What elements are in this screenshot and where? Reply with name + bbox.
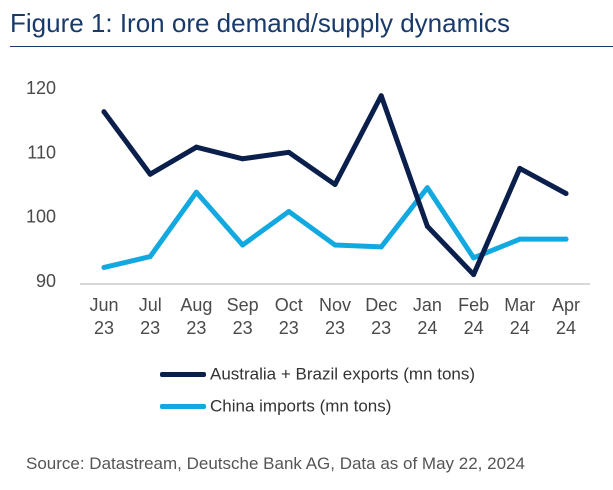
data-point [424,185,430,191]
data-point [378,244,384,250]
x-tick-label: Dec 23 [365,295,397,338]
data-point [471,255,477,261]
x-tick-label: Feb 24 [458,295,489,338]
y-tick-label: 120 [26,78,56,98]
data-point [286,149,292,155]
data-point [101,264,107,270]
line-chart: 90 100 110 120 Jun 23 Jul 23 Aug 23 Sep 23 Oct 23 Nov… [26,78,590,338]
source-note: Source: Datastream, Deutsche Bank AG, Da… [26,454,525,473]
data-point [193,144,199,150]
x-tick-label: Jun 23 [89,295,118,338]
data-point [147,171,153,177]
chart-title: Figure 1: Iron ore demand/supply dynamic… [10,8,511,38]
legend-swatch-imports [160,404,206,410]
x-tick-label: Nov 23 [319,295,351,338]
x-tick-label: Oct 23 [275,295,303,338]
legend-label-imports: China imports (mn tons) [210,396,392,416]
y-tick-label: 90 [36,271,56,291]
legend-label-exports: Australia + Brazil exports (mn tons) [210,364,476,384]
data-point [101,109,107,115]
data-point [378,93,384,99]
data-point [193,189,199,195]
legend-item-imports: China imports (mn tons) [160,396,391,417]
series-layer [101,93,569,278]
x-tick-label: Aug 23 [180,295,212,338]
y-axis: 90 100 110 120 [26,78,56,291]
x-tick-label: Jul 23 [139,295,162,338]
legend-swatch-exports [160,372,206,378]
data-point [147,254,153,260]
data-point [563,191,569,197]
data-point [471,272,477,278]
series-1 [101,185,569,270]
data-point [517,165,523,171]
x-tick-label: Jan 24 [413,295,442,338]
data-point [424,223,430,229]
x-tick-label: Apr 24 [552,295,580,338]
data-point [517,236,523,242]
data-point [240,156,246,162]
series-0 [101,93,569,278]
legend-item-exports: Australia + Brazil exports (mn tons) [160,364,475,385]
title-divider [10,46,613,47]
data-point [332,242,338,248]
x-axis: Jun 23 Jul 23 Aug 23 Sep 23 Oct 23 Nov 23 Dec 23 Jan 24… [89,295,580,338]
y-tick-label: 100 [26,207,56,227]
x-tick-label: Sep 23 [227,295,259,338]
data-point [332,182,338,187]
data-point [563,236,569,242]
data-point [286,209,292,215]
data-point [240,242,246,248]
x-tick-label: Mar 24 [504,295,535,338]
y-tick-label: 110 [27,142,56,162]
